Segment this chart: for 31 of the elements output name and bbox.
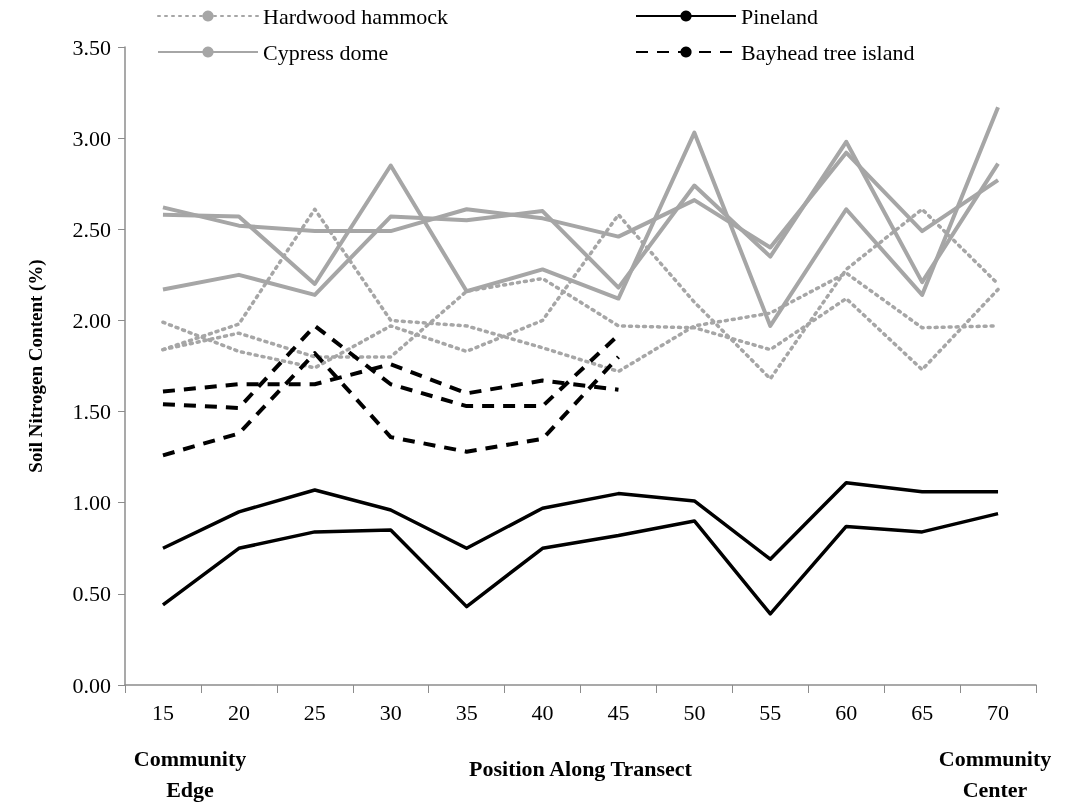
- x-tick-label: 65: [911, 699, 934, 725]
- x-tick-label: 45: [607, 699, 630, 725]
- x-tick-label: 15: [151, 699, 174, 725]
- x-tick-label: 55: [759, 699, 782, 725]
- y-tick-label: 3.50: [72, 34, 111, 60]
- x-tick-label: 35: [455, 699, 478, 725]
- y-axis-title: Soil Nitrogen Content (%): [25, 259, 47, 473]
- legend-label: Hardwood hammock: [263, 3, 449, 29]
- line-series: [160, 351, 621, 458]
- x-tick-label: 70: [987, 699, 1010, 725]
- y-tick-label: 3.00: [72, 125, 111, 151]
- x-tick-label: 60: [835, 699, 858, 725]
- line-series: [161, 480, 1000, 561]
- legend-label: Bayhead tree island: [741, 39, 915, 65]
- x-axis-title: Position Along Transect: [469, 755, 693, 781]
- text: Community Edge: [133, 746, 247, 802]
- y-tick-label: 2.00: [72, 307, 111, 333]
- x-tick-label: 40: [531, 699, 554, 725]
- y-tick-label: 1.00: [72, 490, 111, 516]
- x-tick-label: 20: [227, 699, 250, 725]
- x-tick-label: 30: [379, 699, 402, 725]
- x-tick-label: 25: [303, 699, 326, 725]
- y-tick-label: 0.00: [72, 672, 111, 698]
- y-tick-label: 2.50: [72, 216, 111, 242]
- x-tick-label: 50: [683, 699, 706, 725]
- text: Community Center: [938, 746, 1052, 802]
- legend-label: Cypress dome: [263, 39, 389, 65]
- line-series: [161, 511, 1000, 616]
- legend-label: Pineland: [741, 3, 818, 29]
- y-tick-label: 0.50: [72, 581, 111, 607]
- y-tick-label: 1.50: [72, 399, 111, 425]
